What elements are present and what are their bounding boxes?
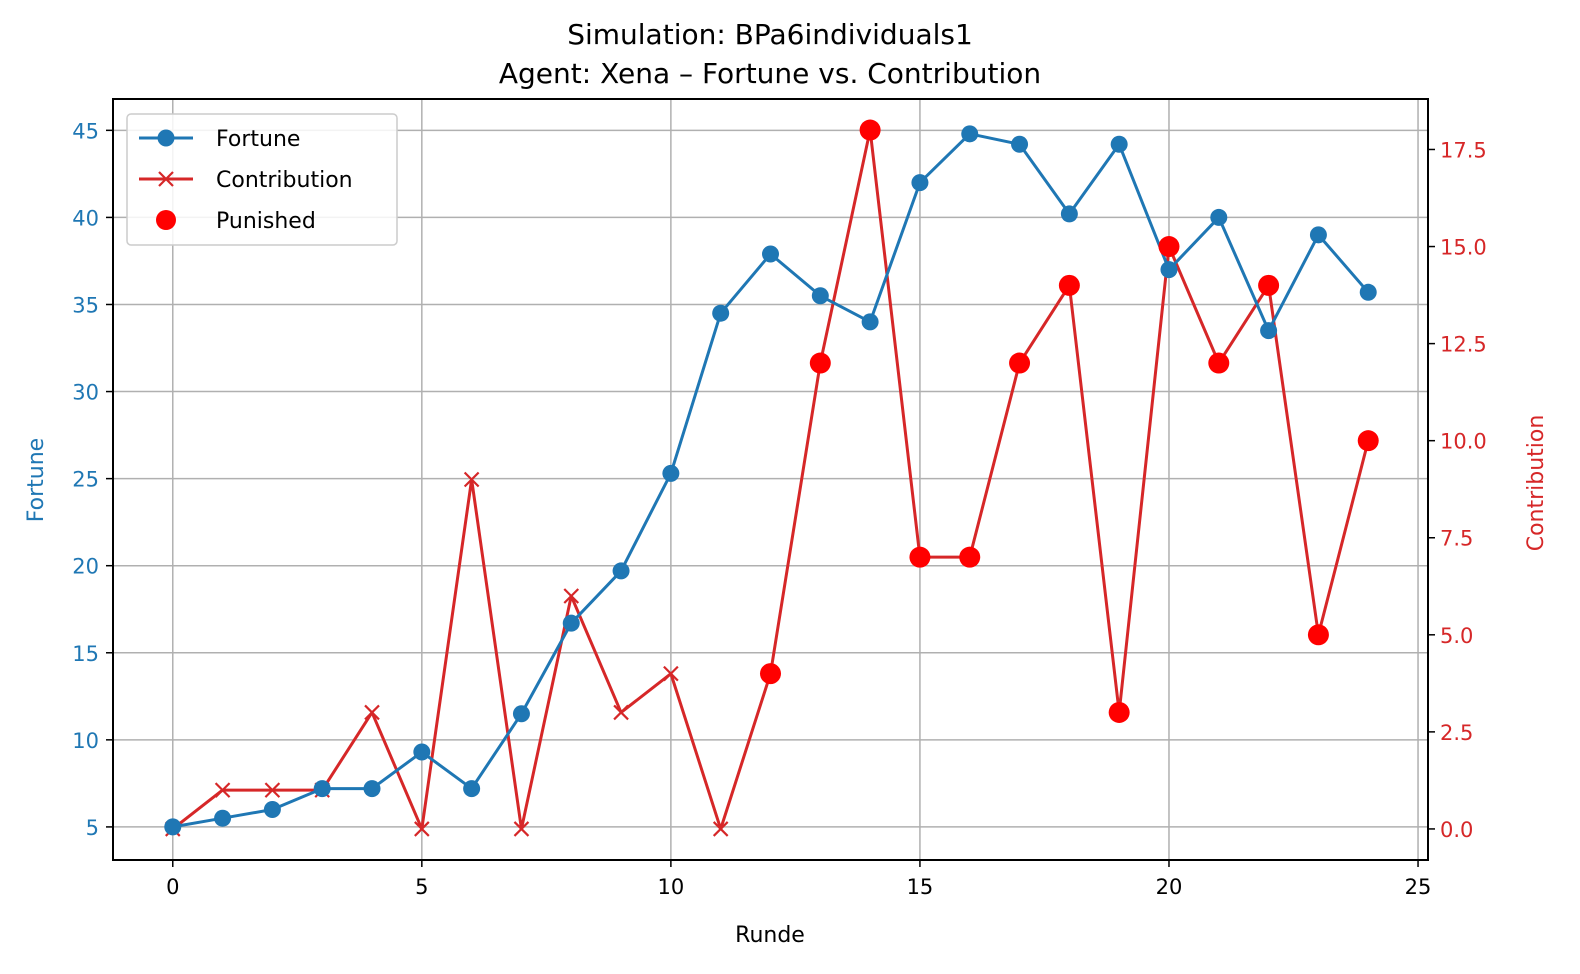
x-axis-label: Runde <box>735 923 805 948</box>
x-axis: 0 5 10 15 20 25 <box>166 860 1431 899</box>
x-tick-label: 25 <box>1405 875 1432 899</box>
fortune-marker <box>1060 205 1078 223</box>
grid <box>113 99 1428 860</box>
x-tick-label: 10 <box>658 875 685 899</box>
chart-title: Simulation: BPa6individuals1 <box>567 18 973 51</box>
chart-subtitle: Agent: Xena – Fortune vs. Contribution <box>499 57 1041 90</box>
y-axis-left: 5 10 15 20 25 30 35 40 45 <box>72 119 113 840</box>
fortune-marker <box>811 287 829 305</box>
fortune-marker <box>612 562 630 580</box>
punished-point <box>1208 352 1230 374</box>
fortune-marker <box>313 780 331 798</box>
fortune-marker <box>263 800 281 818</box>
fortune-marker <box>413 743 431 761</box>
punished-point <box>1009 352 1031 374</box>
legend-contribution-label: Contribution <box>216 168 353 193</box>
y-axis-left-label: Fortune <box>24 438 49 522</box>
contribution-marker <box>613 704 629 721</box>
punished-point <box>1258 274 1280 296</box>
punished-point <box>760 663 781 685</box>
y-axis-right: 0.0 2.5 5.0 7.5 10.0 12.5 15.0 17.5 <box>1428 138 1487 842</box>
fortune-marker <box>1260 322 1278 340</box>
punished-point <box>1108 701 1130 723</box>
y-right-tick-label: 5.0 <box>1440 624 1473 648</box>
punished-series <box>760 119 1379 723</box>
contribution-marker <box>712 821 729 837</box>
contribution-marker <box>463 471 480 488</box>
y-left-tick-label: 5 <box>86 816 99 840</box>
y-right-tick-label: 15.0 <box>1440 236 1487 260</box>
y-left-tick-label: 20 <box>72 555 99 579</box>
fortune-marker <box>1210 208 1228 226</box>
y-left-tick-label: 10 <box>72 729 99 753</box>
legend-punished-marker <box>156 210 176 230</box>
x-tick-label: 5 <box>415 875 428 899</box>
fortune-marker <box>463 780 481 798</box>
contribution-marker <box>563 588 580 604</box>
x-tick-label: 15 <box>907 875 934 899</box>
fortune-marker <box>1160 261 1178 279</box>
x-tick-label: 0 <box>166 875 179 899</box>
punished-point <box>1307 624 1329 646</box>
y-left-tick-label: 35 <box>72 293 99 317</box>
punished-point <box>959 546 981 568</box>
fortune-marker <box>363 780 381 798</box>
fortune-marker <box>911 174 929 192</box>
punished-point <box>859 119 881 141</box>
plot-frame <box>112 98 1429 861</box>
fortune-marker <box>214 809 232 827</box>
contribution-marker <box>513 821 530 837</box>
punished-point <box>909 546 931 568</box>
punished-point <box>1058 274 1080 296</box>
fortune-marker <box>512 705 530 723</box>
x-tick-label: 20 <box>1156 875 1183 899</box>
punished-point <box>809 352 831 374</box>
contribution-marker <box>214 782 231 798</box>
y-right-tick-label: 7.5 <box>1440 527 1473 551</box>
punished-point <box>1357 430 1379 452</box>
fortune-marker <box>562 614 580 632</box>
y-left-tick-label: 45 <box>72 119 99 143</box>
y-right-tick-label: 17.5 <box>1440 138 1487 162</box>
fortune-marker <box>164 818 182 836</box>
legend-fortune-marker <box>157 129 175 147</box>
legend-fortune-label: Fortune <box>216 127 300 152</box>
y-right-tick-label: 10.0 <box>1440 430 1487 454</box>
fortune-marker <box>1011 135 1029 153</box>
y-left-tick-label: 30 <box>72 381 99 405</box>
legend-punished-label: Punished <box>216 209 316 234</box>
y-left-tick-label: 25 <box>72 468 99 492</box>
y-right-tick-label: 0.0 <box>1440 818 1473 842</box>
contribution-marker <box>264 782 281 798</box>
legend: Fortune Contribution Punished <box>126 113 398 246</box>
fortune-marker <box>712 304 730 322</box>
fortune-marker <box>662 464 680 482</box>
legend-box <box>126 113 398 246</box>
fortune-marker <box>1110 135 1128 153</box>
punished-point <box>1158 236 1180 258</box>
fortune-marker <box>762 245 779 263</box>
y-axis-right-label: Contribution <box>1524 415 1549 552</box>
legend-contribution-marker <box>158 171 174 187</box>
fortune-marker <box>1359 283 1377 301</box>
y-right-tick-label: 2.5 <box>1440 721 1473 745</box>
contribution-marker <box>663 665 679 682</box>
fortune-marker <box>961 125 979 143</box>
y-right-tick-label: 12.5 <box>1440 333 1487 357</box>
fortune-series <box>164 125 1377 836</box>
y-left-tick-label: 15 <box>72 642 99 666</box>
y-left-tick-label: 40 <box>72 206 99 230</box>
contribution-marker <box>364 704 380 721</box>
fortune-marker <box>861 313 879 331</box>
contribution-marker <box>414 821 430 837</box>
fortune-marker <box>1309 226 1327 244</box>
